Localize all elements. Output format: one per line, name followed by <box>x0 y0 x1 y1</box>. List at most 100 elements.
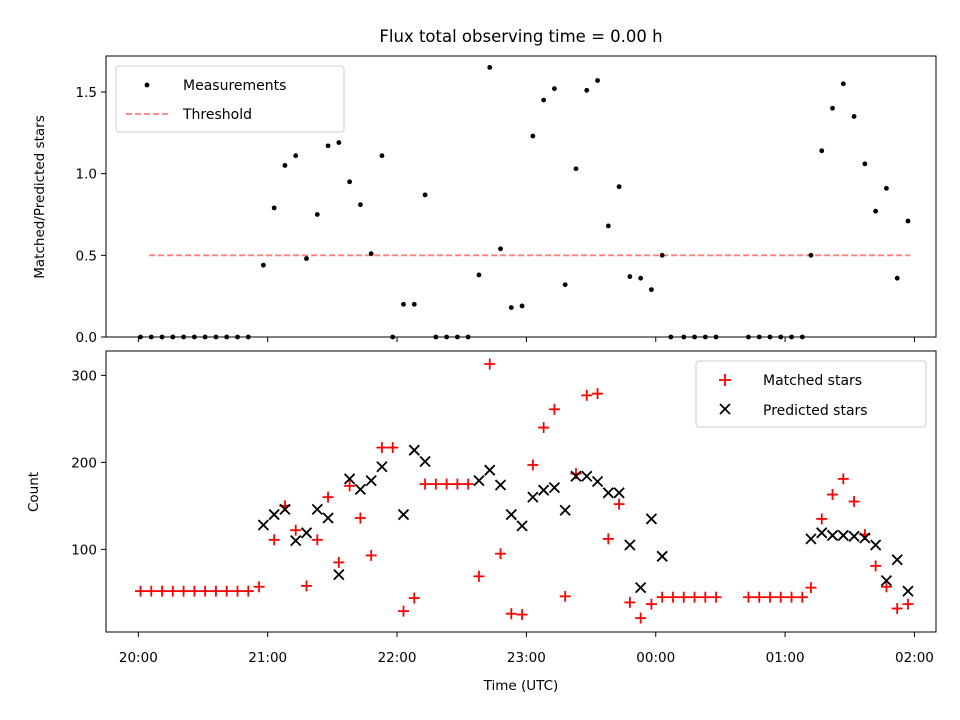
measurement-point <box>498 246 503 252</box>
matched-star-point <box>559 590 571 602</box>
matched-star-point <box>134 585 146 597</box>
x-tick-label: 01:00 <box>766 650 805 666</box>
x-axis-label: Time (UTC) <box>483 678 559 694</box>
measurement-point <box>851 114 857 119</box>
predicted-star-point <box>408 444 420 456</box>
measurement-point <box>905 218 911 224</box>
x-tick-label: 20:00 <box>119 650 158 666</box>
matched-star-point <box>656 591 668 603</box>
predicted-star-point <box>322 512 334 524</box>
matched-star-point <box>462 478 474 490</box>
measurement-point <box>379 153 385 159</box>
matched-star-point <box>581 389 593 401</box>
counts-y-tick-label: 300 <box>71 368 97 384</box>
predicted-star-point <box>645 513 658 525</box>
matched-star-point <box>592 388 604 400</box>
measurement-point <box>541 97 547 103</box>
measurement-point <box>401 301 406 307</box>
matched-star-point <box>602 533 614 545</box>
measurement-point <box>573 166 579 172</box>
predicted-star-point <box>354 483 367 495</box>
predicted-star-point <box>397 508 410 521</box>
legend-marker-matched <box>719 374 731 386</box>
predicted-star-point <box>591 475 604 488</box>
measurement-point <box>476 272 482 278</box>
predicted-star-point <box>891 554 903 566</box>
counts-y-tick-label: 100 <box>71 542 97 558</box>
measurement-point <box>336 140 342 145</box>
measurement-point <box>347 179 353 185</box>
matched-star-point <box>156 585 168 597</box>
matched-star-point <box>699 591 711 603</box>
measurement-point <box>616 184 622 190</box>
matched-star-point <box>548 403 560 415</box>
predicted-star-point <box>257 519 270 531</box>
predicted-star-point <box>516 520 528 532</box>
legend-marker-predicted <box>719 403 731 415</box>
ratio-y-tick-label: 0.0 <box>76 330 97 346</box>
measurement-point <box>530 133 536 139</box>
predicted-star-point <box>624 539 636 551</box>
measurement-point <box>552 86 557 92</box>
predicted-star-point <box>837 529 849 542</box>
matched-star-point <box>742 591 754 603</box>
measurement-point <box>271 205 277 211</box>
measurement-point <box>584 87 590 93</box>
predicted-star-point <box>869 539 882 551</box>
matched-star-point <box>827 489 839 501</box>
matched-star-point <box>902 598 914 610</box>
predicted-star-point <box>613 487 625 499</box>
counts-y-axis-label: Count <box>26 472 42 512</box>
x-tick-label: 02:00 <box>895 650 934 666</box>
ratio-y-tick-label: 1.5 <box>76 85 97 101</box>
matched-star-point <box>753 591 765 603</box>
measurement-point <box>627 274 633 279</box>
matched-star-point <box>188 585 200 597</box>
measurement-point <box>808 252 814 258</box>
matched-star-point <box>268 534 280 546</box>
predicted-star-point <box>805 533 817 545</box>
matched-star-point <box>354 512 366 524</box>
matched-star-point <box>635 612 647 624</box>
measurement-point <box>422 192 428 198</box>
x-tick-label: 23:00 <box>507 650 546 666</box>
matched-star-point <box>232 585 244 597</box>
measurement-point <box>304 256 309 261</box>
legend-marker-measurements <box>144 82 150 88</box>
matched-star-point <box>210 585 222 597</box>
predicted-star-point <box>376 461 388 473</box>
matched-star-point <box>796 591 808 603</box>
measurement-point <box>260 262 266 268</box>
matched-star-point <box>484 358 496 370</box>
counts-legend-box <box>695 360 927 428</box>
counts-panel-frame <box>105 350 937 633</box>
predicted-star-point <box>279 503 291 515</box>
measurement-point <box>314 212 320 217</box>
matched-star-point <box>805 582 817 594</box>
measurement-point <box>562 282 568 288</box>
matched-star-point <box>419 478 431 490</box>
predicted-star-point <box>581 470 593 482</box>
matched-star-point <box>253 581 265 593</box>
predicted-star-point <box>902 585 914 597</box>
matched-star-point <box>451 478 463 490</box>
matched-star-point <box>645 598 657 610</box>
matched-star-point <box>786 591 798 603</box>
predicted-star-point <box>290 535 302 547</box>
predicted-star-point <box>602 487 614 499</box>
measurement-point <box>873 208 879 214</box>
matched-star-point <box>322 491 334 503</box>
matched-star-point <box>891 603 903 615</box>
matched-star-point <box>441 478 453 490</box>
predicted-star-point <box>268 508 280 521</box>
measurement-point <box>293 153 299 159</box>
matched-star-point <box>290 524 302 536</box>
legend-label-threshold: Threshold <box>182 107 252 123</box>
x-tick-label: 21:00 <box>248 650 287 666</box>
matched-star-point <box>145 585 157 597</box>
predicted-star-point <box>548 481 561 494</box>
measurement-point <box>840 81 846 87</box>
measurement-point <box>894 275 900 281</box>
measurement-point <box>638 275 644 281</box>
